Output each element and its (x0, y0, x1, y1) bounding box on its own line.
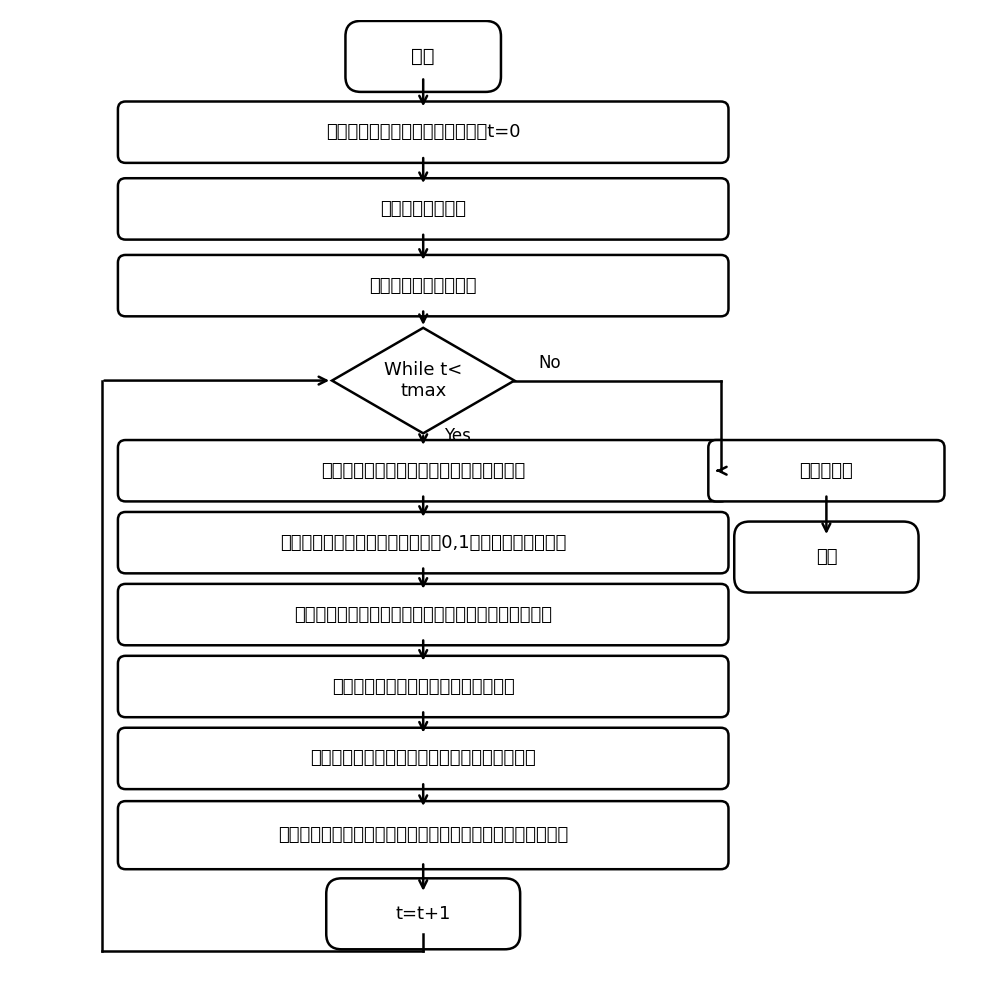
Text: 根据个体适应度值计算个体交叉率和变异率: 根据个体适应度值计算个体交叉率和变异率 (321, 462, 525, 480)
Text: 排序后的个体经过轮盘赌选择保留与初始种群相同个数的个体: 排序后的个体经过轮盘赌选择保留与初始种群相同个数的个体 (278, 826, 568, 844)
Text: 算法参数设置，设置初始迭代次数t=0: 算法参数设置，设置初始迭代次数t=0 (326, 123, 520, 141)
Text: 输出最优解: 输出最优解 (800, 462, 853, 480)
FancyBboxPatch shape (118, 440, 728, 501)
FancyBboxPatch shape (326, 878, 520, 949)
Text: 将交叉率大于随机数的个体两两随机配对进行交叉操作: 将交叉率大于随机数的个体两两随机配对进行交叉操作 (294, 605, 552, 623)
FancyBboxPatch shape (345, 21, 501, 92)
Polygon shape (332, 328, 514, 434)
Text: 开始: 开始 (411, 47, 435, 66)
Text: 结束: 结束 (816, 548, 837, 566)
Text: No: No (538, 355, 561, 373)
Text: t=t+1: t=t+1 (396, 905, 451, 923)
FancyBboxPatch shape (118, 727, 728, 789)
FancyBboxPatch shape (708, 440, 944, 501)
FancyBboxPatch shape (734, 521, 919, 592)
FancyBboxPatch shape (118, 255, 728, 317)
Text: 计算每个解的适应度值: 计算每个解的适应度值 (369, 277, 477, 295)
FancyBboxPatch shape (118, 583, 728, 645)
FancyBboxPatch shape (118, 801, 728, 869)
Text: Yes: Yes (444, 427, 471, 445)
Text: 将个体的交叉率和变异率分别与（0,1）之间的随机数比较: 将个体的交叉率和变异率分别与（0,1）之间的随机数比较 (280, 533, 566, 551)
FancyBboxPatch shape (118, 511, 728, 573)
FancyBboxPatch shape (118, 655, 728, 717)
Text: 随机生成初始种群: 随机生成初始种群 (380, 200, 466, 218)
Text: While t<
tmax: While t< tmax (384, 362, 462, 400)
FancyBboxPatch shape (118, 178, 728, 240)
FancyBboxPatch shape (118, 102, 728, 163)
Text: 交叉和变异产生的新个体与原个体从大到小排序: 交叉和变异产生的新个体与原个体从大到小排序 (310, 749, 536, 767)
Text: 将变异率大于随机数个体进行变异操作: 将变异率大于随机数个体进行变异操作 (332, 677, 515, 695)
